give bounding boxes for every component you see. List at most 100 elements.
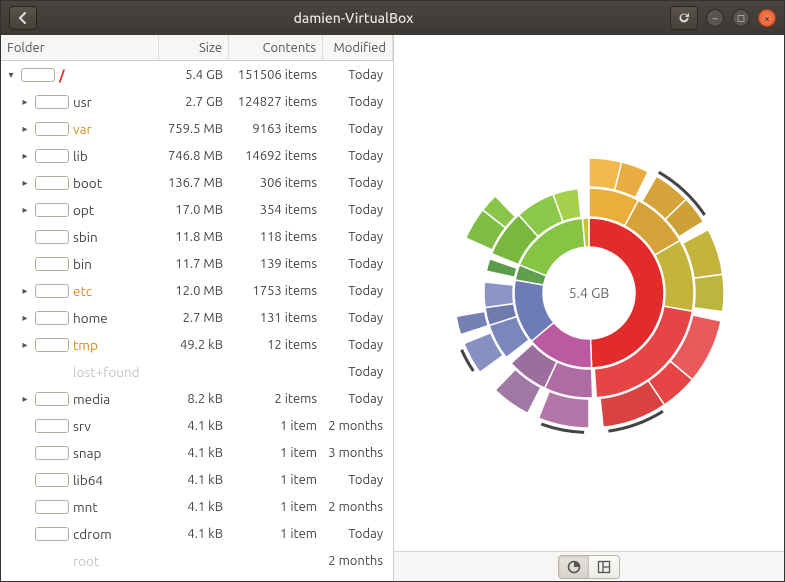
- tree-row-root[interactable]: ▾/5.4 GB151506 itemsToday: [1, 61, 393, 88]
- close-button[interactable]: ×: [758, 9, 776, 27]
- usage-bar: [35, 149, 69, 163]
- back-button[interactable]: [9, 6, 37, 30]
- sunburst-segment[interactable]: [694, 274, 724, 312]
- column-headers: Folder Size Contents Modified: [1, 35, 393, 61]
- maximize-button[interactable]: ◻: [732, 9, 750, 27]
- tree-row[interactable]: snap4.1 kB1 item3 months: [1, 439, 393, 466]
- cell-modified: Today: [323, 176, 393, 190]
- tree-row[interactable]: ▸lib746.8 MB14692 itemsToday: [1, 142, 393, 169]
- chart-toolbar: [394, 551, 784, 581]
- usage-bar: [35, 284, 69, 298]
- expander-icon[interactable]: ▸: [19, 177, 31, 189]
- tree-row[interactable]: ▸opt17.0 MB354 itemsToday: [1, 196, 393, 223]
- expander-icon[interactable]: ▾: [5, 69, 17, 81]
- rows-container: ▾/5.4 GB151506 itemsToday▸usr2.7 GB12482…: [1, 61, 393, 581]
- header-size[interactable]: Size: [159, 35, 229, 60]
- folder-name: usr: [73, 94, 92, 110]
- cell-size: 4.1 kB: [159, 500, 229, 514]
- expander-icon[interactable]: ▸: [19, 285, 31, 297]
- folder-name: lib: [73, 148, 88, 164]
- cell-contents: 14692 items: [229, 149, 323, 163]
- expander-icon[interactable]: ▸: [19, 312, 31, 324]
- usage-bar: [35, 230, 69, 244]
- cell-modified: Today: [323, 365, 393, 379]
- cell-modified: Today: [323, 149, 393, 163]
- sunburst-segment[interactable]: [456, 311, 488, 334]
- usage-bar: [35, 392, 69, 406]
- cell-modified: 2 months: [323, 554, 393, 568]
- tree-row[interactable]: ▸boot136.7 MB306 itemsToday: [1, 169, 393, 196]
- expander-icon[interactable]: ▸: [19, 96, 31, 108]
- usage-bar: [35, 176, 69, 190]
- cell-modified: 2 months: [323, 419, 393, 433]
- cell-contents: 1 item: [229, 419, 323, 433]
- cell-modified: 3 months: [323, 446, 393, 460]
- folder-name: etc: [73, 283, 92, 299]
- cell-contents: 306 items: [229, 176, 323, 190]
- chart-area[interactable]: 5.4 GB: [394, 35, 784, 551]
- tree-row[interactable]: mnt4.1 kB1 item2 months: [1, 493, 393, 520]
- expander-icon[interactable]: ▸: [19, 123, 31, 135]
- expander-icon[interactable]: ▸: [19, 393, 31, 405]
- tree-row[interactable]: ▸usr2.7 GB124827 itemsToday: [1, 88, 393, 115]
- usage-bar: [35, 203, 69, 217]
- usage-bar: [35, 500, 69, 514]
- tree-row[interactable]: ▸var759.5 MB9163 itemsToday: [1, 115, 393, 142]
- expander-icon[interactable]: ▸: [19, 150, 31, 162]
- cell-contents: 118 items: [229, 230, 323, 244]
- folder-name: lost+found: [73, 364, 140, 380]
- folder-name: /: [59, 67, 65, 83]
- minimize-button[interactable]: –: [706, 9, 724, 27]
- cell-size: 2.7 MB: [159, 311, 229, 325]
- sunburst-view-button[interactable]: [559, 556, 589, 578]
- expander-icon[interactable]: ▸: [19, 204, 31, 216]
- view-toggle: [558, 555, 620, 579]
- header-folder[interactable]: Folder: [1, 35, 159, 60]
- cell-contents: 1 item: [229, 473, 323, 487]
- tree-row[interactable]: ▸ media 8.2 kB2 itemsToday: [1, 385, 393, 412]
- cell-modified: Today: [323, 527, 393, 541]
- tree-row[interactable]: ▸home2.7 MB131 itemsToday: [1, 304, 393, 331]
- usage-bar: [21, 68, 55, 82]
- tree-row[interactable]: bin11.7 MB139 itemsToday: [1, 250, 393, 277]
- tree-row[interactable]: srv4.1 kB1 item2 months: [1, 412, 393, 439]
- cell-size: 8.2 kB: [159, 392, 229, 406]
- sunburst-segment[interactable]: [484, 282, 514, 308]
- cell-modified: Today: [323, 122, 393, 136]
- cell-contents: 354 items: [229, 203, 323, 217]
- cell-size: 4.1 kB: [159, 446, 229, 460]
- cell-contents: 2 items: [229, 392, 323, 406]
- tree-row[interactable]: sbin11.8 MB118 itemsToday: [1, 223, 393, 250]
- cell-contents: 1 item: [229, 500, 323, 514]
- usage-bar: [35, 419, 69, 433]
- folder-name: sbin: [73, 229, 98, 245]
- treemap-view-button[interactable]: [589, 556, 619, 578]
- tree-row[interactable]: root 2 months: [1, 547, 393, 574]
- folder-name: root: [73, 553, 99, 569]
- tree-row[interactable]: lost+found Today: [1, 358, 393, 385]
- cell-size: 4.1 kB: [159, 473, 229, 487]
- app-window: damien-VirtualBox – ◻ × Folder Size Cont…: [0, 0, 785, 582]
- tree-row[interactable]: lib644.1 kB1 itemToday: [1, 466, 393, 493]
- cell-contents: 1 item: [229, 527, 323, 541]
- cell-modified: Today: [323, 257, 393, 271]
- reload-button[interactable]: [670, 6, 698, 30]
- cell-contents: 1753 items: [229, 284, 323, 298]
- folder-name: media: [73, 391, 110, 407]
- tree-row[interactable]: cdrom4.1 kB1 itemToday: [1, 520, 393, 547]
- folder-name: mnt: [73, 499, 98, 515]
- tree-row[interactable]: ▸tmp49.2 kB12 itemsToday: [1, 331, 393, 358]
- window-title: damien-VirtualBox: [37, 10, 670, 26]
- sunburst-chart[interactable]: [409, 113, 769, 473]
- titlebar[interactable]: damien-VirtualBox – ◻ ×: [1, 1, 784, 35]
- expander-icon[interactable]: ▸: [19, 339, 31, 351]
- header-modified[interactable]: Modified: [323, 35, 393, 60]
- cell-modified: Today: [323, 392, 393, 406]
- cell-modified: Today: [323, 473, 393, 487]
- folder-name: bin: [73, 256, 92, 272]
- tree-row[interactable]: ▸etc12.0 MB1753 itemsToday: [1, 277, 393, 304]
- cell-modified: Today: [323, 68, 393, 82]
- cell-modified: Today: [323, 95, 393, 109]
- content-area: Folder Size Contents Modified ▾/5.4 GB15…: [1, 35, 784, 581]
- header-contents[interactable]: Contents: [229, 35, 323, 60]
